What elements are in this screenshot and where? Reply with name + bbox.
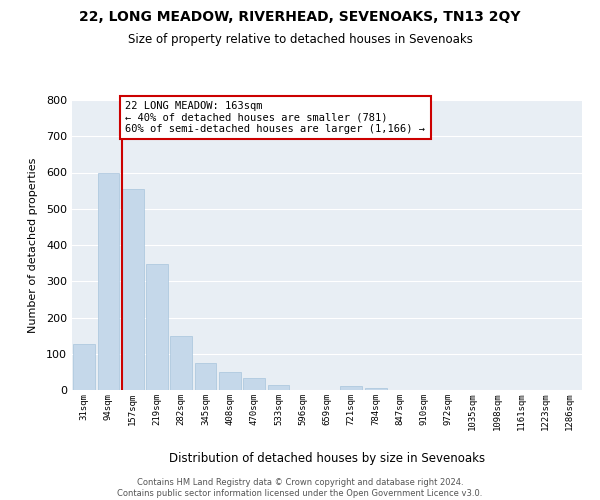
Bar <box>170 336 192 390</box>
Text: Size of property relative to detached houses in Sevenoaks: Size of property relative to detached ho… <box>128 32 472 46</box>
Bar <box>97 172 119 390</box>
Bar <box>365 388 386 390</box>
Bar <box>146 264 168 390</box>
Text: Contains HM Land Registry data © Crown copyright and database right 2024.
Contai: Contains HM Land Registry data © Crown c… <box>118 478 482 498</box>
Y-axis label: Number of detached properties: Number of detached properties <box>28 158 38 332</box>
Bar <box>243 378 265 390</box>
Bar <box>122 189 143 390</box>
Bar <box>73 344 95 390</box>
Bar <box>219 372 241 390</box>
Bar <box>194 363 217 390</box>
Bar <box>268 384 289 390</box>
Text: 22 LONG MEADOW: 163sqm
← 40% of detached houses are smaller (781)
60% of semi-de: 22 LONG MEADOW: 163sqm ← 40% of detached… <box>125 100 425 134</box>
Bar <box>340 386 362 390</box>
Text: 22, LONG MEADOW, RIVERHEAD, SEVENOAKS, TN13 2QY: 22, LONG MEADOW, RIVERHEAD, SEVENOAKS, T… <box>79 10 521 24</box>
Text: Distribution of detached houses by size in Sevenoaks: Distribution of detached houses by size … <box>169 452 485 465</box>
